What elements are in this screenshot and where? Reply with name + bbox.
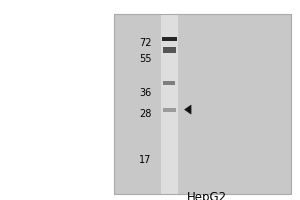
Text: 55: 55 [139, 54, 152, 64]
Text: 72: 72 [139, 38, 152, 48]
Bar [164, 81, 175, 85]
Text: 28: 28 [139, 109, 152, 119]
Bar [162, 37, 177, 41]
Bar [114, 14, 291, 194]
Bar [114, 14, 291, 194]
Text: 17: 17 [139, 155, 152, 165]
Text: 36: 36 [139, 88, 152, 98]
Bar [163, 47, 176, 53]
Polygon shape [184, 105, 191, 114]
Text: HepG2: HepG2 [187, 191, 227, 200]
Bar [161, 14, 178, 194]
Bar [163, 108, 176, 112]
